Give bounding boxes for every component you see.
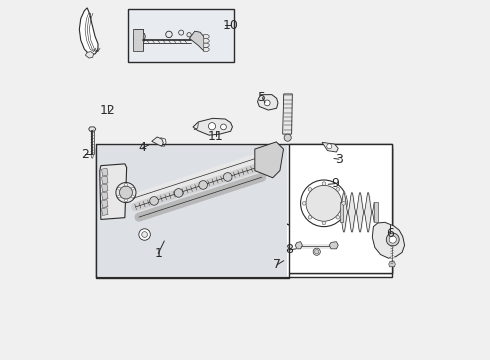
Polygon shape bbox=[289, 144, 392, 273]
Circle shape bbox=[150, 197, 158, 205]
Circle shape bbox=[118, 195, 121, 198]
Text: 12: 12 bbox=[100, 104, 116, 117]
Circle shape bbox=[302, 202, 306, 205]
Polygon shape bbox=[101, 176, 108, 184]
Bar bbox=[128, 9, 234, 62]
Text: 11: 11 bbox=[208, 130, 223, 143]
Polygon shape bbox=[134, 30, 143, 50]
Circle shape bbox=[220, 124, 226, 130]
Polygon shape bbox=[204, 35, 209, 39]
Bar bbox=[341, 202, 343, 222]
Polygon shape bbox=[255, 142, 284, 178]
Text: 3: 3 bbox=[335, 153, 343, 166]
Polygon shape bbox=[389, 262, 395, 267]
Polygon shape bbox=[329, 242, 338, 249]
Circle shape bbox=[313, 248, 320, 255]
Circle shape bbox=[336, 188, 340, 191]
Circle shape bbox=[131, 195, 134, 198]
Circle shape bbox=[322, 182, 326, 185]
Text: 5: 5 bbox=[258, 91, 266, 104]
Polygon shape bbox=[152, 137, 163, 146]
Text: 4: 4 bbox=[139, 141, 147, 154]
Circle shape bbox=[300, 180, 347, 226]
Text: 7: 7 bbox=[273, 258, 281, 271]
Circle shape bbox=[142, 231, 147, 237]
Polygon shape bbox=[100, 164, 126, 220]
Polygon shape bbox=[204, 43, 209, 47]
Text: 8: 8 bbox=[285, 243, 293, 256]
Circle shape bbox=[327, 144, 332, 149]
Bar bbox=[133, 30, 143, 51]
Circle shape bbox=[131, 187, 134, 190]
Polygon shape bbox=[295, 242, 302, 249]
Text: 1: 1 bbox=[154, 247, 162, 260]
Circle shape bbox=[308, 216, 312, 219]
Circle shape bbox=[187, 33, 191, 37]
Polygon shape bbox=[96, 148, 392, 277]
Circle shape bbox=[199, 181, 207, 189]
Circle shape bbox=[336, 216, 340, 219]
Polygon shape bbox=[204, 39, 209, 43]
Polygon shape bbox=[101, 200, 108, 208]
Circle shape bbox=[179, 30, 184, 35]
Bar bbox=[97, 145, 287, 276]
Polygon shape bbox=[134, 33, 146, 42]
Circle shape bbox=[315, 249, 319, 254]
Polygon shape bbox=[101, 184, 108, 192]
Polygon shape bbox=[283, 94, 293, 134]
Polygon shape bbox=[101, 168, 108, 176]
Circle shape bbox=[342, 202, 345, 205]
Polygon shape bbox=[322, 142, 338, 152]
Circle shape bbox=[208, 123, 216, 130]
Circle shape bbox=[174, 189, 183, 197]
Polygon shape bbox=[79, 8, 98, 55]
Circle shape bbox=[120, 186, 132, 199]
Polygon shape bbox=[372, 222, 405, 258]
Circle shape bbox=[389, 236, 396, 243]
Polygon shape bbox=[85, 51, 94, 58]
Polygon shape bbox=[258, 95, 278, 110]
Polygon shape bbox=[89, 127, 96, 131]
Circle shape bbox=[116, 183, 136, 203]
Circle shape bbox=[139, 229, 150, 240]
Circle shape bbox=[386, 233, 399, 246]
Text: 6: 6 bbox=[386, 226, 394, 239]
Text: 10: 10 bbox=[223, 19, 239, 32]
Text: 2: 2 bbox=[81, 148, 89, 161]
Polygon shape bbox=[101, 192, 108, 200]
Circle shape bbox=[124, 199, 127, 202]
Circle shape bbox=[308, 188, 312, 191]
Bar bbox=[374, 202, 378, 222]
Polygon shape bbox=[190, 31, 207, 51]
Text: 9: 9 bbox=[331, 177, 339, 190]
Polygon shape bbox=[101, 208, 108, 216]
Circle shape bbox=[124, 183, 127, 186]
Circle shape bbox=[306, 185, 342, 221]
Polygon shape bbox=[91, 154, 94, 158]
Polygon shape bbox=[204, 47, 209, 51]
Circle shape bbox=[223, 173, 232, 181]
Circle shape bbox=[166, 31, 172, 38]
Circle shape bbox=[284, 134, 291, 141]
Circle shape bbox=[322, 221, 326, 225]
Polygon shape bbox=[193, 118, 232, 135]
Circle shape bbox=[265, 100, 270, 106]
Circle shape bbox=[118, 187, 121, 190]
